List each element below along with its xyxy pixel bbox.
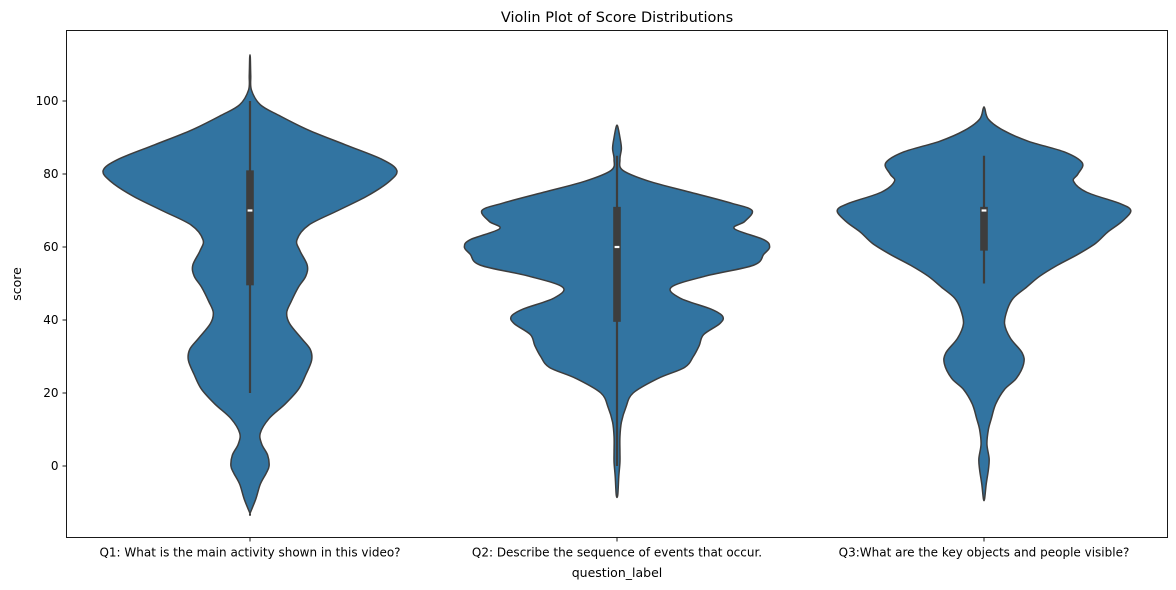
y-axis-title: score <box>9 267 24 301</box>
x-axis-title: question_label <box>572 565 663 580</box>
y-tick-label: 100 <box>36 94 59 108</box>
y-tick-label: 20 <box>43 386 58 400</box>
y-tick-label: 0 <box>51 459 59 473</box>
y-axis-ticks: 0 20 40 60 80 100 <box>36 94 67 473</box>
violin-iqr-box <box>613 206 621 322</box>
x-axis-ticks: Q1: What is the main activity shown in t… <box>99 537 1130 560</box>
violin-median-marker <box>981 209 987 212</box>
x-tick-label: Q1: What is the main activity shown in t… <box>99 546 400 560</box>
x-tick-label: Q2: Describe the sequence of events that… <box>472 546 762 560</box>
y-tick-label: 40 <box>43 313 58 327</box>
violin-iqr-box <box>980 206 988 251</box>
y-tick-label: 80 <box>43 167 58 181</box>
plot-area-frame <box>66 30 1168 538</box>
violin-body <box>836 106 1132 502</box>
violin-iqr-box <box>246 170 254 286</box>
y-tick-label: 60 <box>43 240 58 254</box>
chart-title: Violin Plot of Score Distributions <box>501 10 733 26</box>
violin-median-marker <box>247 209 253 212</box>
violins-group <box>102 54 1132 517</box>
x-tick-label: Q3:What are the key objects and people v… <box>839 546 1130 560</box>
violin-median-marker <box>614 245 620 249</box>
